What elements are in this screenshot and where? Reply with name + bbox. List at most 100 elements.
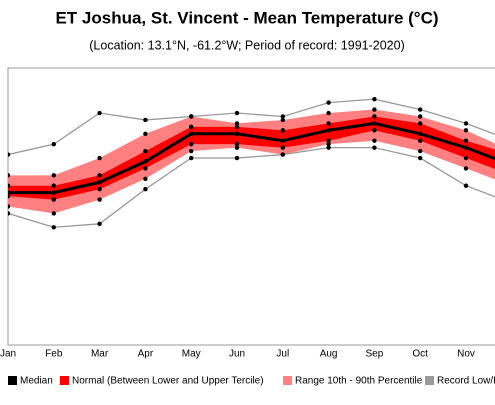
data-point (372, 96, 377, 102)
data-point (189, 155, 194, 161)
record-high-line (8, 98, 495, 156)
data-point (143, 186, 148, 192)
data-point (326, 138, 331, 143)
data-point (8, 211, 11, 216)
data-point (51, 141, 56, 147)
data-point (463, 183, 469, 188)
data-point (326, 110, 331, 116)
data-point (372, 114, 377, 119)
data-point (97, 186, 102, 192)
data-point (418, 138, 423, 143)
data-point (463, 128, 469, 133)
data-point (280, 117, 285, 123)
data-point (8, 183, 11, 188)
legend-swatch (283, 376, 292, 385)
data-point (234, 131, 240, 136)
data-point (326, 128, 331, 133)
x-tick-label: Jan (0, 349, 16, 360)
legend-swatch (60, 376, 69, 385)
data-point (280, 114, 285, 119)
x-tick-label: Sep (366, 349, 384, 360)
data-point (51, 225, 56, 230)
data-point (189, 141, 194, 147)
data-point (8, 193, 11, 199)
data-point (8, 152, 11, 157)
legend-label: Range 10th - 90th Percentile (295, 376, 423, 387)
x-tick-label: Feb (45, 349, 63, 360)
data-point (51, 211, 56, 216)
data-point (189, 131, 194, 136)
data-point (51, 197, 56, 202)
plot-area (8, 96, 495, 230)
x-tick-label: Apr (138, 349, 154, 360)
data-point (97, 197, 102, 202)
data-point (97, 155, 102, 161)
data-point (234, 110, 240, 116)
data-point (418, 114, 423, 119)
data-point (372, 128, 377, 133)
record-low-line (8, 146, 495, 228)
data-point (418, 155, 423, 161)
data-point (97, 180, 102, 185)
x-tick-label: Aug (320, 349, 338, 360)
data-point (326, 145, 331, 150)
data-point (8, 204, 11, 209)
chart-subtitle: (Location: 13.1°N, -61.2°W; Period of re… (89, 38, 405, 52)
data-point (189, 124, 194, 130)
data-point (280, 152, 285, 157)
data-point (234, 121, 240, 126)
data-point (234, 145, 240, 150)
x-tick-label: May (182, 349, 201, 360)
data-point (280, 145, 285, 150)
data-point (97, 221, 102, 227)
data-point (372, 145, 377, 150)
data-point (280, 138, 285, 143)
data-point (143, 148, 148, 154)
data-point (372, 121, 377, 126)
legend-label: Record Low/High (437, 376, 495, 387)
data-point (8, 190, 11, 195)
data-point (463, 145, 469, 150)
data-point (143, 166, 148, 171)
data-point (51, 173, 56, 178)
data-point (51, 190, 56, 195)
data-point (326, 141, 331, 147)
data-point (8, 173, 11, 178)
data-point (418, 148, 423, 154)
data-point (189, 114, 194, 119)
x-tick-label: Jul (276, 349, 289, 360)
data-point (97, 173, 102, 178)
legend-swatch (8, 376, 17, 385)
median-line (8, 121, 495, 195)
data-point (143, 176, 148, 181)
legend-label: Median (20, 376, 53, 387)
data-point (372, 138, 377, 143)
data-point (463, 166, 469, 171)
x-tick-label: Mar (91, 349, 109, 360)
data-point (418, 107, 423, 112)
data-point (326, 121, 331, 126)
data-point (326, 100, 331, 105)
x-tick-label: Nov (457, 349, 475, 360)
data-point (463, 138, 469, 143)
data-point (143, 131, 148, 136)
data-point (372, 107, 377, 112)
data-point (234, 141, 240, 147)
legend-label: Normal (Between Lower and Upper Tercile) (72, 376, 264, 387)
data-point (51, 183, 56, 188)
x-tick-label: Oct (412, 349, 428, 360)
legend-swatch (425, 376, 434, 385)
data-point (143, 159, 148, 164)
chart-title: ET Joshua, St. Vincent - Mean Temperatur… (55, 8, 438, 27)
data-point (234, 155, 240, 161)
data-point (189, 148, 194, 154)
data-point (143, 117, 148, 123)
data-point (97, 110, 102, 116)
data-point (280, 128, 285, 133)
data-point (234, 124, 240, 130)
data-point (418, 121, 423, 126)
data-point (463, 155, 469, 161)
band (8, 109, 495, 214)
data-point (418, 131, 423, 136)
